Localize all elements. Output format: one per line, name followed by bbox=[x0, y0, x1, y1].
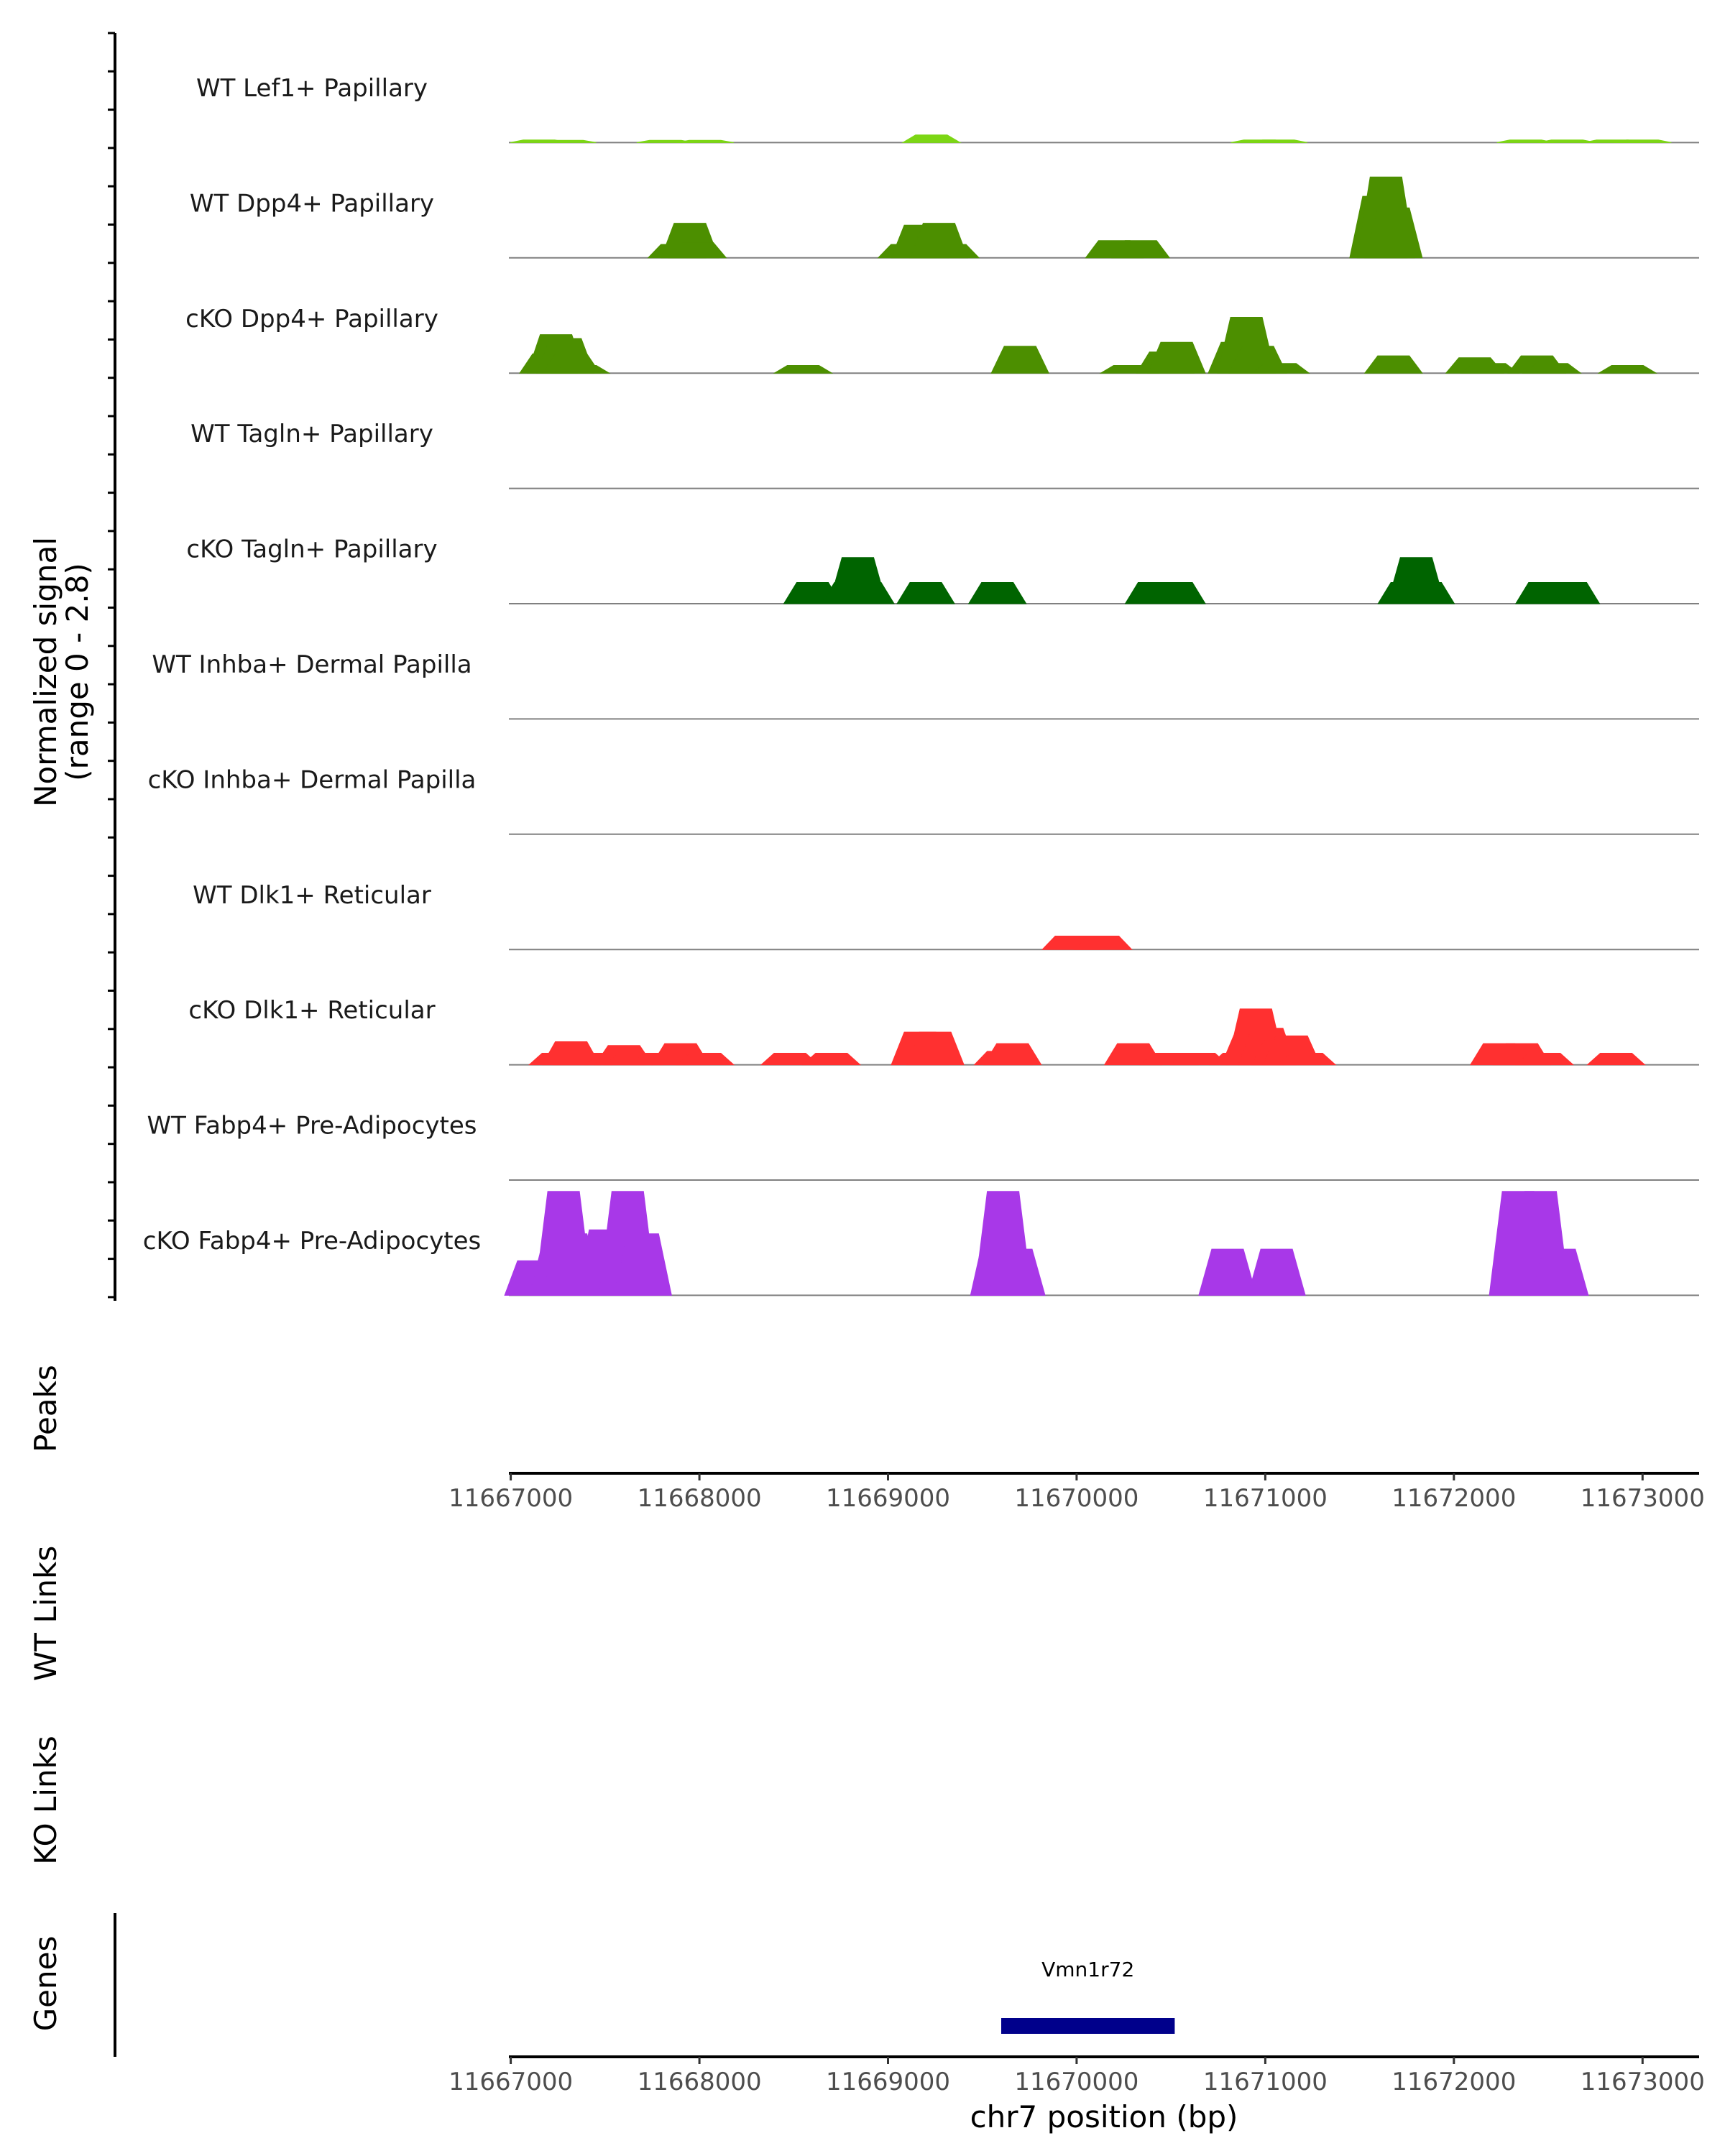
signal-peak bbox=[760, 1053, 820, 1066]
track-label: WT Lef1+ Papillary bbox=[196, 74, 428, 103]
signal-peak bbox=[1111, 240, 1171, 259]
x-tick-label: 11673000 bbox=[1581, 1484, 1705, 1513]
track-wt-dpp4-papillary: WT Dpp4+ Papillary bbox=[190, 176, 1699, 259]
signal-peak bbox=[1247, 1248, 1306, 1296]
signal-peak bbox=[896, 582, 955, 604]
panel-label-ko-links: KO Links bbox=[28, 1736, 63, 1865]
signal-y-ticks bbox=[108, 32, 115, 1299]
signal-peak bbox=[1530, 1248, 1589, 1296]
track-label: cKO Dpp4+ Papillary bbox=[185, 305, 438, 333]
track-wt-inhba-dermal-papilla: WT Inhba+ Dermal Papilla bbox=[152, 650, 1699, 720]
signal-peak bbox=[990, 346, 1049, 374]
signal-peak bbox=[550, 365, 611, 374]
signal-peak bbox=[1541, 582, 1601, 604]
signal-peak bbox=[1198, 1248, 1257, 1296]
track-cko-inhba-dermal-papilla: cKO Inhba+ Dermal Papilla bbox=[148, 765, 1699, 835]
track-cko-tagln-papillary: cKO Tagln+ Papillary bbox=[186, 535, 1699, 604]
signal-peak bbox=[1460, 363, 1520, 374]
signal-peak bbox=[1276, 1053, 1337, 1066]
signal-peak bbox=[1073, 936, 1133, 950]
track-label: WT Dlk1+ Reticular bbox=[193, 881, 431, 910]
track-cko-fabp4-pre-adipocytes: cKO Fabp4+ Pre-Adipocytes bbox=[143, 1191, 1699, 1296]
signal-peak bbox=[1514, 1053, 1575, 1066]
gene-body bbox=[1001, 2018, 1175, 2034]
peaks-x-axis: 11667000 11668000 11669000 11670000 11671000… bbox=[448, 1472, 1705, 1513]
signal-peak bbox=[538, 139, 597, 143]
track-cko-dlk1-reticular: cKO Dlk1+ Reticular bbox=[188, 996, 1699, 1066]
y-axis-title: Normalized signal bbox=[28, 537, 63, 807]
signal-peak bbox=[1396, 582, 1455, 604]
track-label: cKO Dlk1+ Reticular bbox=[188, 996, 435, 1025]
gene-label: Vmn1r72 bbox=[1041, 1958, 1134, 1981]
panel-label-peaks: Peaks bbox=[28, 1365, 63, 1452]
panel-label-wt-links: WT Links bbox=[28, 1546, 63, 1681]
signal-peak bbox=[1250, 363, 1310, 374]
x-tick-label: 11671000 bbox=[1203, 1484, 1328, 1513]
x-tick-label: 11670000 bbox=[1014, 2068, 1138, 2096]
signal-peak bbox=[906, 1031, 965, 1066]
track-label: cKO Inhba+ Dermal Papilla bbox=[148, 765, 477, 794]
x-tick-label: 11668000 bbox=[638, 1484, 762, 1513]
x-tick-label: 11669000 bbox=[826, 2068, 950, 2096]
x-tick-label: 11667000 bbox=[448, 2068, 573, 2096]
track-label: WT Inhba+ Dermal Papilla bbox=[152, 650, 472, 679]
signal-peak bbox=[1586, 1053, 1646, 1066]
x-tick-label: 11669000 bbox=[826, 1484, 950, 1513]
signal-peak bbox=[987, 1248, 1046, 1296]
signal-peak bbox=[801, 1053, 862, 1066]
signal-peak bbox=[836, 582, 895, 604]
coverage-tracks: WT Lef1+ Papillary WT Dpp4+ Papillary cKO … bbox=[143, 74, 1699, 1296]
signal-peak bbox=[1538, 139, 1596, 143]
signal-peak bbox=[675, 1053, 735, 1066]
x-tick-label: 11668000 bbox=[638, 2068, 762, 2096]
x-tick-label: 11671000 bbox=[1203, 2068, 1328, 2096]
signal-peak bbox=[1147, 341, 1206, 374]
x-tick-label: 11670000 bbox=[1014, 1484, 1138, 1513]
signal-peak bbox=[1363, 355, 1423, 374]
signal-peak bbox=[773, 365, 834, 374]
signal-peak bbox=[1522, 363, 1582, 374]
signal-peak bbox=[1597, 365, 1658, 374]
signal-peak bbox=[668, 241, 727, 259]
track-wt-tagln-papillary: WT Tagln+ Papillary bbox=[190, 420, 1699, 489]
signal-peak bbox=[983, 1043, 1042, 1066]
signal-peak bbox=[967, 582, 1027, 604]
x-tick-label: 11672000 bbox=[1392, 1484, 1516, 1513]
x-axis-title: chr7 position (bp) bbox=[970, 2099, 1238, 2134]
signal-peak bbox=[920, 244, 980, 259]
panel-label-genes: Genes bbox=[28, 1936, 63, 2032]
track-label: cKO Fabp4+ Pre-Adipocytes bbox=[143, 1227, 482, 1256]
signal-peak bbox=[1249, 139, 1307, 143]
track-label: cKO Tagln+ Papillary bbox=[186, 535, 437, 564]
x-tick-label: 11667000 bbox=[448, 1484, 573, 1513]
signal-peak bbox=[676, 139, 734, 143]
signal-peak bbox=[1614, 139, 1672, 143]
y-axis-subtitle: (range 0 - 2.8) bbox=[60, 563, 95, 781]
track-label: WT Tagln+ Papillary bbox=[190, 420, 433, 448]
track-wt-lef1-papillary: WT Lef1+ Papillary bbox=[196, 74, 1699, 144]
track-label: WT Fabp4+ Pre-Adipocytes bbox=[147, 1112, 477, 1141]
x-tick-label: 11673000 bbox=[1581, 2068, 1705, 2096]
genes-x-axis: 11667000 11668000 11669000 11670000 11671000… bbox=[448, 2055, 1705, 2096]
track-cko-dpp4-papillary: cKO Dpp4+ Papillary bbox=[185, 305, 1699, 374]
track-label: WT Dpp4+ Papillary bbox=[190, 189, 434, 218]
x-tick-label: 11672000 bbox=[1392, 2068, 1516, 2096]
gene-annotations: Vmn1r72 bbox=[1001, 1958, 1175, 2034]
track-wt-dlk1-reticular: WT Dlk1+ Reticular bbox=[193, 881, 1699, 951]
track-wt-fabp4-pre-adipocytes: WT Fabp4+ Pre-Adipocytes bbox=[147, 1112, 1699, 1181]
signal-peak bbox=[901, 134, 962, 143]
signal-peak bbox=[1364, 207, 1423, 259]
signal-peak bbox=[613, 1233, 672, 1296]
signal-peak bbox=[1147, 582, 1206, 604]
